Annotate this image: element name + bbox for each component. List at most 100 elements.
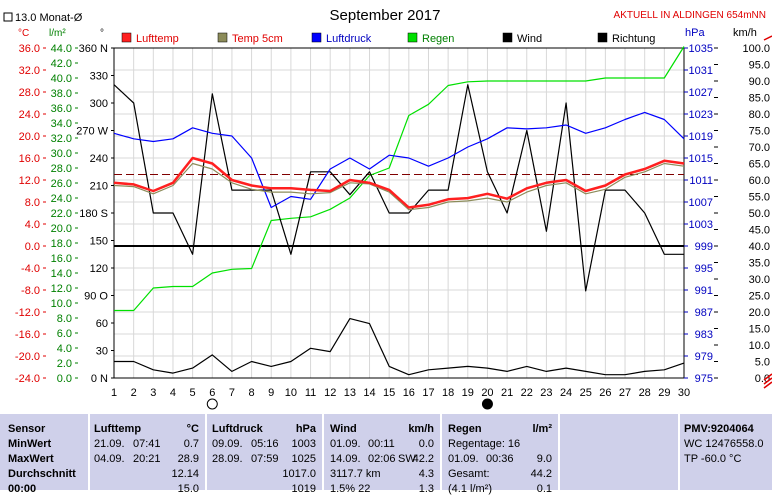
stats-wind-unit: km/h xyxy=(408,423,434,435)
tick-label-rain-lm2: 0.0 xyxy=(57,373,72,385)
x-tick-label: 23 xyxy=(540,387,552,399)
tick-label-wind-kmh: 55.0 xyxy=(749,192,770,204)
tick-label-wind-kmh: 25.0 xyxy=(749,291,770,303)
tick-label-direction-deg: 270 W xyxy=(76,126,108,138)
tick-label-direction-deg: 300 xyxy=(90,98,108,110)
series-line-wind xyxy=(114,318,685,376)
stats-regen-total: 44.2 xyxy=(530,468,552,480)
stats-luftdruck-max-time: 07:59 xyxy=(251,453,279,465)
legend-label: Richtung xyxy=(612,33,655,45)
unit-rain: l/m² xyxy=(49,28,66,39)
stats-col-lufttemp: Lufttemp °C 21.09. 07:41 0.7 04.09. 20:21 28.… xyxy=(90,414,205,495)
tick-label-pressure-hpa: 1007 xyxy=(689,197,713,209)
x-tick-label: 27 xyxy=(619,387,631,399)
stats-regen-days: Regentage: 16 xyxy=(448,438,521,450)
stats-regen-max: 9.0 xyxy=(536,453,552,465)
tick-label-wind-kmh: 45.0 xyxy=(749,225,770,237)
tick-label-pressure-hpa: 1011 xyxy=(689,175,713,187)
tick-label-direction-deg: 330 xyxy=(90,71,108,83)
x-tick-label: 26 xyxy=(599,387,611,399)
tick-label-direction-deg: 60 xyxy=(96,318,108,330)
stats-wind-min: 0.0 xyxy=(418,438,434,450)
x-tick-label: 5 xyxy=(190,387,196,399)
stats-wind-avg: 4.3 xyxy=(418,468,434,480)
stats-luftdruck-max-date: 28.09. xyxy=(212,453,243,465)
stats-row-max: MaxWert xyxy=(8,453,54,465)
x-tick-label: 18 xyxy=(442,387,454,399)
stats-col-regen: Regen l/m² Regentage: 16 01.09. 00:36 9.0 G… xyxy=(442,414,558,495)
tick-label-wind-kmh: 75.0 xyxy=(749,126,770,138)
series-line-temp-5cm xyxy=(113,162,685,211)
x-tick-label: 2 xyxy=(131,387,137,399)
stats-lufttemp-min-date: 21.09. xyxy=(94,438,125,450)
tick-label-wind-kmh: 100.0 xyxy=(742,43,770,55)
tick-label-rain-lm2: 14.0 xyxy=(51,268,72,280)
tick-label-temp-c: 28.0 xyxy=(19,87,40,99)
stats-wind-title: Wind xyxy=(330,423,357,435)
stats-lufttemp-min-time: 07:41 xyxy=(133,438,161,450)
red-edge-mark-icon xyxy=(763,373,772,389)
chart-title: September 2017 xyxy=(330,7,441,24)
legend-label: Lufttemp xyxy=(136,33,179,45)
x-tick-label: 16 xyxy=(403,387,415,399)
tick-label-pressure-hpa: 1031 xyxy=(689,65,713,77)
stats-wind-distance: 3117.7 km xyxy=(330,468,381,480)
stats-panel: Sensor MinWert MaxWert Durchschnitt 00:0… xyxy=(0,414,772,495)
x-tick-label: 24 xyxy=(560,387,572,399)
tick-label-wind-kmh: 15.0 xyxy=(749,324,770,336)
tick-label-temp-c: -4.0 xyxy=(21,263,40,275)
x-tick-label: 29 xyxy=(658,387,670,399)
tick-label-pressure-hpa: 983 xyxy=(695,329,713,341)
legend-swatch xyxy=(597,32,608,43)
tick-label-temp-c: 4.0 xyxy=(25,219,40,231)
stats-luftdruck-avg: 1017.0 xyxy=(282,468,316,480)
tick-label-rain-lm2: 18.0 xyxy=(51,238,72,250)
series-line-lufttemp xyxy=(113,156,685,209)
tick-label-temp-c: -24.0 xyxy=(15,373,40,385)
tick-label-temp-c: 8.0 xyxy=(25,197,40,209)
tick-label-wind-kmh: 0.0 xyxy=(755,373,770,385)
tick-label-temp-c: 0.0 xyxy=(25,241,40,253)
stats-lufttemp-avg: 12.14 xyxy=(171,468,199,480)
new-moon-icon xyxy=(481,398,493,410)
tick-label-pressure-hpa: 991 xyxy=(695,285,713,297)
tick-label-temp-c: 36.0 xyxy=(19,43,40,55)
stats-separator xyxy=(205,414,207,490)
tick-label-rain-lm2: 36.0 xyxy=(51,103,72,115)
unit-hpa: hPa xyxy=(685,27,705,39)
tick-label-pressure-hpa: 995 xyxy=(695,263,713,275)
stats-sensor-title: Sensor xyxy=(8,423,46,435)
tick-label-rain-lm2: 6.0 xyxy=(57,328,72,340)
x-tick-label: 13 xyxy=(344,387,356,399)
x-tick-label: 19 xyxy=(462,387,474,399)
tick-label-rain-lm2: 32.0 xyxy=(51,133,72,145)
tick-label-rain-lm2: 16.0 xyxy=(51,253,72,265)
legend-label: Regen xyxy=(422,33,454,45)
series-line-regen xyxy=(114,46,685,312)
stats-regen-unit: l/m² xyxy=(532,423,552,435)
stats-lufttemp-title: Lufttemp xyxy=(94,423,142,435)
tick-label-wind-kmh: 10.0 xyxy=(749,340,770,352)
tick-label-pressure-hpa: 1003 xyxy=(689,219,713,231)
tick-label-rain-lm2: 28.0 xyxy=(51,163,72,175)
tick-label-direction-deg: 120 xyxy=(90,263,108,275)
tick-label-temp-c: -20.0 xyxy=(15,351,40,363)
legend-swatch xyxy=(407,32,418,43)
x-axis: 1 2 3 4 5 6 7 8 9 10 11 12 13 14 15 16 17 18 19 20 21 22 23 24 2… xyxy=(111,387,690,410)
x-tick-label: 7 xyxy=(229,387,235,399)
x-tick-label: 3 xyxy=(150,387,156,399)
tick-label-rain-lm2: 10.0 xyxy=(51,298,72,310)
x-tick-label: 1 xyxy=(111,387,117,399)
tick-label-rain-lm2: 44.0 xyxy=(51,43,72,55)
legend-swatch xyxy=(311,32,322,43)
stats-tp: TP -60.0 °C xyxy=(684,453,742,465)
stats-regen-max-time: 00:36 xyxy=(486,453,514,465)
stats-row-min: MinWert xyxy=(8,438,52,450)
stats-luftdruck-min-time: 05:16 xyxy=(251,438,279,450)
x-tick-label: 8 xyxy=(249,387,255,399)
chart-axes: 36.0 32.0 28.0 24.0 20.0 16.0 12.0 8.0 4.0 0.0 -4.… xyxy=(15,43,770,385)
unit-degree: ° xyxy=(100,28,104,39)
tick-label-pressure-hpa: 975 xyxy=(695,373,713,385)
tick-label-rain-lm2: 38.0 xyxy=(51,88,72,100)
tick-label-wind-kmh: 20.0 xyxy=(749,307,770,319)
